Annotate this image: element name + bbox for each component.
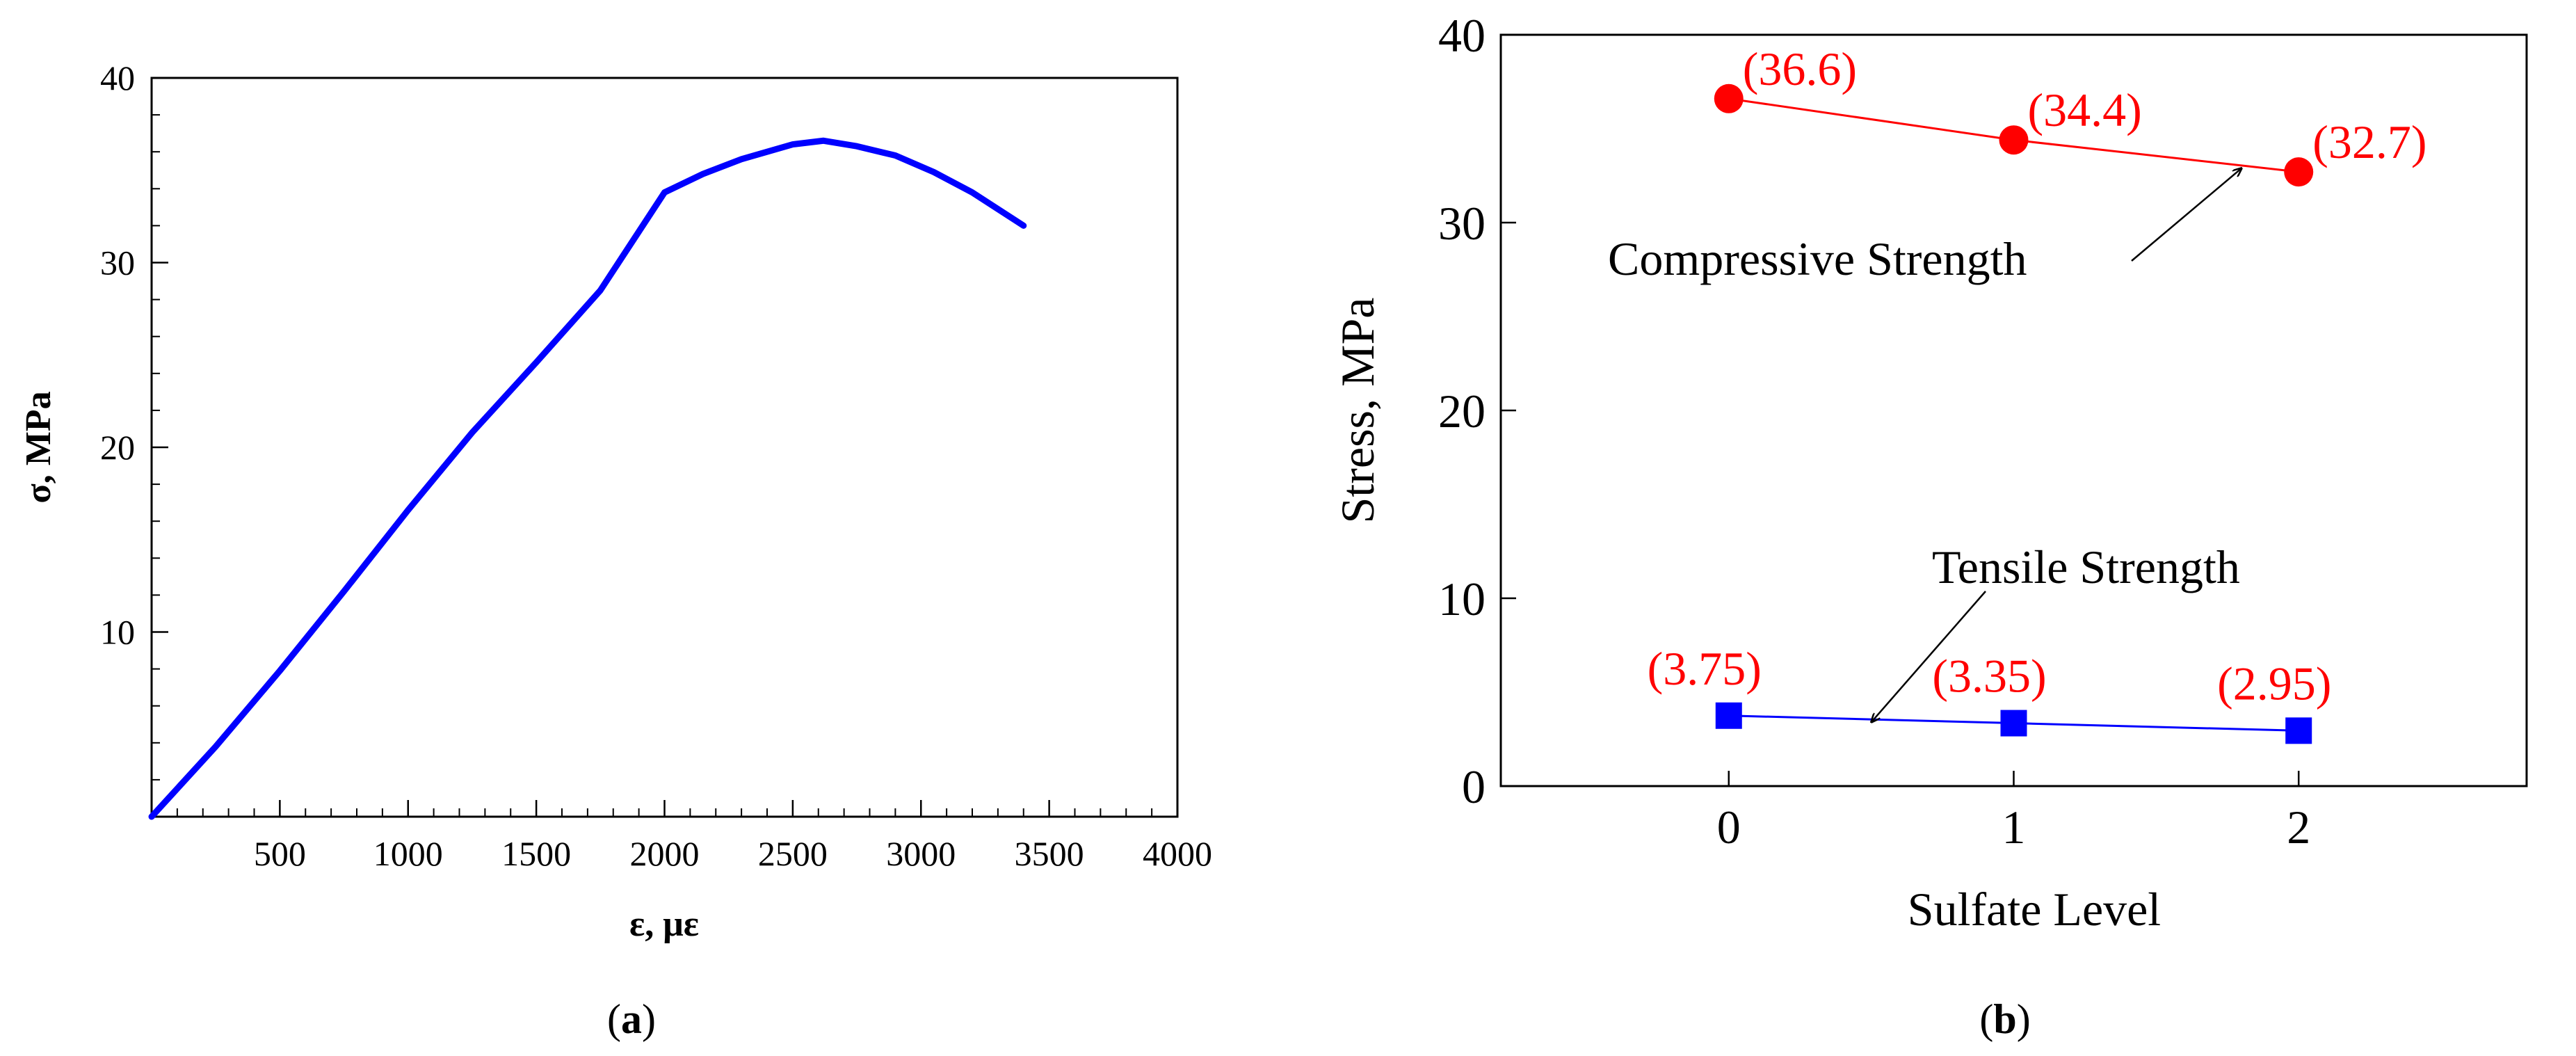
x-tick-label: 3000 <box>886 834 956 873</box>
x-tick-label: 4000 <box>1143 834 1212 873</box>
compressive-strength-label: Compressive Strength <box>1608 232 2027 285</box>
chart-b-caption: (b) <box>1979 996 2030 1042</box>
series-point <box>1999 125 2029 155</box>
chart-a-x-axis-label: ε, με <box>629 904 699 944</box>
chart-b-y-axis-label: Stress, MPa <box>1331 298 1384 524</box>
chart-b-y-ticks: 0 10 20 30 40 <box>1438 9 1516 813</box>
tensile-strength-label: Tensile Strength <box>1932 541 2240 593</box>
chart-a-y-ticks: 10 20 30 40 <box>100 58 168 652</box>
y-tick-label: 40 <box>1438 9 1486 62</box>
data-label: (3.75) <box>1648 642 1762 695</box>
data-label: (3.35) <box>1932 650 2046 703</box>
x-tick-label: 1500 <box>501 834 571 873</box>
chart-b-x-ticks: 0 1 2 <box>1717 771 2310 854</box>
chart-b-caption-letter: b <box>1993 996 2016 1042</box>
series-point <box>2285 717 2312 744</box>
x-tick-label: 2500 <box>758 834 828 873</box>
y-tick-label: 20 <box>100 428 135 467</box>
series-point <box>1715 702 1742 729</box>
x-tick-label: 3500 <box>1015 834 1084 873</box>
series-point <box>1714 83 1744 113</box>
chart-b-x-axis-label: Sulfate Level <box>1908 883 2161 936</box>
x-tick-label: 1000 <box>373 834 443 873</box>
y-tick-label: 30 <box>100 243 135 282</box>
chart-a-caption-letter: a <box>621 996 642 1042</box>
chart-a-minor-ticks <box>152 114 1153 817</box>
tensile-strength-arrow <box>1871 591 1986 722</box>
stress-strain-curve <box>148 137 1027 820</box>
data-label: (2.95) <box>2217 657 2331 710</box>
chart-a-series <box>148 137 1027 820</box>
data-label: (34.4) <box>2028 83 2142 136</box>
x-tick-label: 1 <box>2002 801 2026 854</box>
chart-a: 500 1000 1500 2000 2500 3000 3500 4000 10 20 30 40… <box>19 58 1212 1042</box>
x-tick-label: 2 <box>2287 801 2310 854</box>
compressive-strength-arrow <box>2131 168 2241 262</box>
y-tick-label: 10 <box>1438 573 1486 625</box>
y-tick-label: 20 <box>1438 385 1486 438</box>
y-tick-label: 10 <box>100 613 135 652</box>
chart-a-caption: (a) <box>607 996 656 1042</box>
series-point <box>2000 710 2027 737</box>
chart-a-x-ticks: 500 1000 1500 2000 2500 3000 3500 4000 <box>254 800 1212 873</box>
y-tick-label: 40 <box>100 58 135 97</box>
chart-b-annotations: Compressive Strength Tensile Strength <box>1608 168 2241 722</box>
chart-a-plot-frame <box>150 77 1179 818</box>
series-point <box>2284 157 2314 187</box>
x-tick-label: 500 <box>254 834 306 873</box>
data-label: (36.6) <box>1743 42 1857 95</box>
chart-b-series: (36.6) (34.4) (32.7) (3.75) (3.35) (2.95) <box>1648 42 2427 744</box>
y-tick-label: 0 <box>1462 760 1486 813</box>
data-label: (32.7) <box>2312 115 2426 168</box>
x-tick-label: 0 <box>1717 801 1741 854</box>
y-tick-label: 30 <box>1438 197 1486 250</box>
chart-a-y-axis-label: σ, MPa <box>19 391 58 503</box>
x-tick-label: 2000 <box>630 834 700 873</box>
